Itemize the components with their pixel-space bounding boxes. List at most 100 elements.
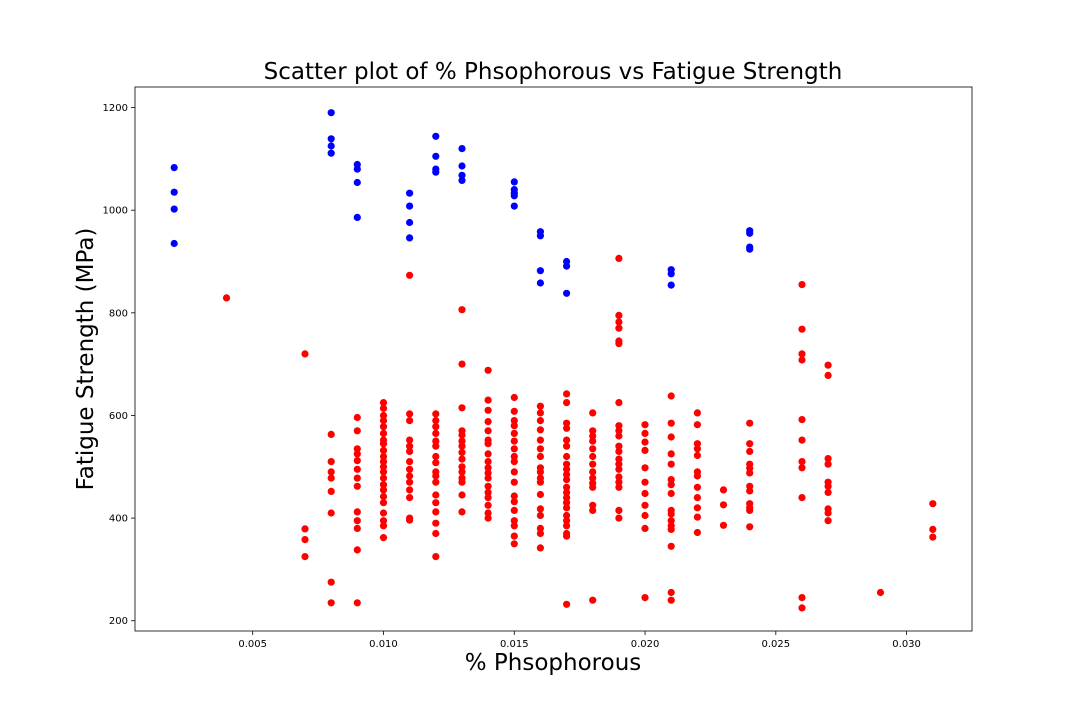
- data-point: [641, 511, 649, 520]
- data-point: [667, 433, 675, 441]
- data-point: [641, 524, 649, 533]
- plot-points: [170, 109, 937, 612]
- data-point: [379, 404, 388, 412]
- data-point: [536, 426, 545, 434]
- data-point: [379, 463, 388, 471]
- data-point: [667, 542, 675, 550]
- data-point: [432, 519, 440, 527]
- data-point: [798, 604, 806, 612]
- data-point: [746, 447, 754, 455]
- y-axis-label: Fatigue Strength (MPa): [73, 228, 99, 491]
- data-point: [406, 417, 414, 425]
- data-point: [693, 504, 702, 512]
- data-point: [746, 469, 754, 477]
- data-point: [353, 413, 361, 422]
- data-point: [589, 506, 597, 514]
- data-point: [510, 407, 518, 415]
- data-point: [406, 478, 414, 486]
- data-point: [379, 440, 388, 448]
- data-point: [510, 540, 518, 548]
- data-point: [301, 536, 309, 544]
- data-point: [379, 492, 388, 501]
- data-point: [379, 399, 388, 407]
- data-point: [824, 509, 832, 517]
- data-point: [563, 424, 571, 432]
- data-point: [432, 429, 440, 437]
- data-point: [458, 437, 466, 445]
- data-point: [719, 486, 728, 494]
- data-point: [379, 481, 388, 489]
- data-point: [484, 450, 492, 458]
- data-point: [458, 442, 466, 450]
- data-point: [536, 409, 545, 417]
- data-point: [484, 469, 492, 477]
- data-point: [615, 399, 623, 407]
- data-point: [746, 506, 754, 514]
- data-point: [641, 489, 649, 498]
- data-point: [589, 427, 597, 435]
- data-point: [458, 176, 466, 184]
- data-point: [615, 483, 623, 491]
- data-point: [510, 532, 518, 540]
- data-point: [667, 517, 675, 525]
- data-point: [379, 411, 388, 420]
- data-point: [667, 489, 675, 498]
- data-point: [170, 239, 178, 248]
- y-tick-label: 200: [109, 616, 128, 627]
- data-point: [484, 427, 492, 435]
- data-point: [406, 189, 414, 197]
- data-point: [798, 350, 806, 358]
- data-point: [929, 525, 937, 534]
- x-tick-label: 0.005: [238, 639, 267, 650]
- data-point: [353, 508, 361, 516]
- plot-frame: [134, 86, 973, 632]
- data-point: [589, 474, 597, 482]
- data-point: [170, 188, 178, 196]
- data-point: [353, 178, 361, 187]
- data-point: [458, 360, 466, 368]
- data-point: [641, 464, 649, 472]
- data-point: [406, 234, 414, 242]
- data-point: [458, 448, 466, 456]
- data-point: [667, 460, 675, 468]
- data-point: [432, 459, 440, 467]
- data-point: [563, 262, 571, 270]
- chart-title: Scatter plot of % Phsophorous vs Fatigue…: [264, 59, 843, 85]
- data-point: [484, 406, 492, 414]
- data-point: [693, 513, 702, 521]
- data-point: [589, 483, 597, 491]
- data-point: [406, 410, 414, 418]
- data-point: [641, 438, 649, 446]
- data-point: [484, 501, 492, 509]
- data-point: [563, 460, 571, 468]
- y-tick-label: 400: [109, 514, 128, 525]
- data-point: [667, 392, 675, 400]
- data-point: [693, 445, 702, 453]
- x-tick-label: 0.030: [892, 639, 921, 650]
- data-point: [746, 245, 754, 253]
- data-point: [746, 523, 754, 531]
- data-point: [641, 594, 649, 602]
- data-point: [432, 152, 440, 160]
- data-point: [327, 474, 335, 482]
- data-point: [615, 514, 623, 522]
- data-point: [432, 423, 440, 431]
- data-point: [798, 356, 806, 364]
- data-point: [536, 524, 545, 533]
- data-point: [641, 446, 649, 454]
- data-point: [379, 517, 388, 525]
- data-point: [798, 416, 806, 424]
- data-point: [510, 517, 518, 525]
- data-point: [510, 393, 518, 402]
- data-point: [484, 494, 492, 502]
- data-point: [563, 419, 571, 427]
- data-point: [458, 404, 466, 412]
- data-point: [458, 491, 466, 499]
- data-point: [510, 498, 518, 506]
- data-point: [327, 599, 335, 607]
- data-point: [536, 529, 545, 538]
- data-point: [563, 517, 571, 525]
- data-point: [510, 202, 518, 210]
- data-point: [667, 476, 675, 484]
